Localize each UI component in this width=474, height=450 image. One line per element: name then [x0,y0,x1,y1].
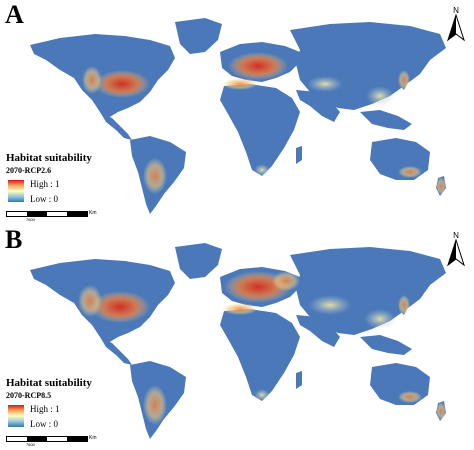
north-label: N [453,6,459,15]
continent-greenland [175,18,222,54]
continent-se-asia [360,335,412,355]
map-panel-b: B N Habitat suitability 2070-RCP8.5 High… [0,225,474,450]
world-map [30,18,446,214]
continent-se-asia [360,110,412,130]
legend-low-label: Low : 0 [30,419,58,429]
scale-unit: Km [89,210,97,216]
north-arrow: N [444,231,468,267]
panel-letter: B [5,225,23,254]
continent-africa [220,309,300,401]
continent-greenland [175,243,222,279]
north-arrow-icon [447,13,465,42]
legend-low-label: Low : 0 [30,194,58,204]
scale-bar [6,436,88,442]
continent-south-asia [296,315,340,347]
legend-high-label: High : 1 [30,179,60,189]
legend-scenario: 2070-RCP2.6 [6,166,52,175]
panel-letter: A [5,0,24,29]
legend-title: Habitat suitability [6,377,92,389]
continent-africa [220,84,300,176]
suitability-overlay [82,52,446,195]
legend-title: Habitat suitability [6,152,92,164]
world-map [30,243,446,439]
legend: Habitat suitability 2070-RCP8.5 High : 1… [6,377,146,447]
legend-color-ramp [8,180,24,202]
scale-number: 7600 [26,217,35,222]
north-arrow: N [444,6,468,42]
suitability-overlay [78,271,446,425]
map-panel-a: A N Habitat suitability 2070-RCP2.6 High… [5,0,468,222]
scale-bar [6,211,88,217]
north-arrow-icon [447,238,465,267]
legend-scenario: 2070-RCP8.5 [6,391,52,400]
continent-central-america [100,112,132,140]
legend: Habitat suitability 2070-RCP2.6 High : 1… [6,152,146,222]
continent-central-america [100,337,132,365]
north-label: N [453,231,459,240]
continent-south-asia [296,90,340,122]
scale-number: 7600 [26,442,35,447]
legend-color-ramp [8,405,24,427]
continent-madagascar [296,146,302,164]
scale-unit: Km [89,435,97,441]
legend-high-label: High : 1 [30,404,60,414]
continent-madagascar [296,371,302,389]
